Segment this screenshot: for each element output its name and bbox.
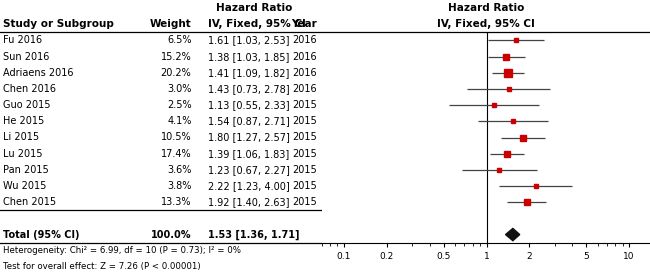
Text: Wu 2015: Wu 2015	[3, 181, 47, 191]
Text: 2016: 2016	[292, 84, 317, 94]
Text: Fu 2016: Fu 2016	[3, 35, 42, 45]
Text: Weight: Weight	[150, 19, 192, 29]
Text: 1.80 [1.27, 2.57]: 1.80 [1.27, 2.57]	[207, 133, 289, 142]
Text: 2016: 2016	[292, 35, 317, 45]
Text: Lu 2015: Lu 2015	[3, 149, 43, 159]
Text: 2.5%: 2.5%	[167, 100, 192, 110]
Text: Guo 2015: Guo 2015	[3, 100, 51, 110]
Text: 2015: 2015	[292, 197, 317, 207]
Text: 3.6%: 3.6%	[167, 165, 192, 175]
Text: 2015: 2015	[292, 165, 317, 175]
Text: 1.38 [1.03, 1.85]: 1.38 [1.03, 1.85]	[207, 52, 289, 62]
Text: 1.39 [1.06, 1.83]: 1.39 [1.06, 1.83]	[207, 149, 289, 159]
Text: 1.23 [0.67, 2.27]: 1.23 [0.67, 2.27]	[207, 165, 289, 175]
Text: Pan 2015: Pan 2015	[3, 165, 49, 175]
Text: 2015: 2015	[292, 181, 317, 191]
Text: 1.61 [1.03, 2.53]: 1.61 [1.03, 2.53]	[207, 35, 289, 45]
Text: 1.13 [0.55, 2.33]: 1.13 [0.55, 2.33]	[207, 100, 289, 110]
Text: 2.22 [1.23, 4.00]: 2.22 [1.23, 4.00]	[207, 181, 289, 191]
Text: Adriaens 2016: Adriaens 2016	[3, 68, 73, 78]
Text: 15.2%: 15.2%	[161, 52, 192, 62]
Text: Sun 2016: Sun 2016	[3, 52, 49, 62]
Text: 1.53 [1.36, 1.71]: 1.53 [1.36, 1.71]	[207, 229, 299, 240]
Text: 4.1%: 4.1%	[167, 116, 192, 126]
Text: 6.5%: 6.5%	[167, 35, 192, 45]
Text: 2016: 2016	[292, 52, 317, 62]
Text: Study or Subgroup: Study or Subgroup	[3, 19, 114, 29]
Text: Total (95% CI): Total (95% CI)	[3, 230, 80, 240]
Text: 1.54 [0.87, 2.71]: 1.54 [0.87, 2.71]	[207, 116, 289, 126]
Text: 2016: 2016	[292, 68, 317, 78]
Text: 13.3%: 13.3%	[161, 197, 192, 207]
Text: Heterogeneity: Chi² = 6.99, df = 10 (P = 0.73); I² = 0%: Heterogeneity: Chi² = 6.99, df = 10 (P =…	[3, 246, 241, 255]
Text: 2015: 2015	[292, 133, 317, 142]
Text: 2015: 2015	[292, 149, 317, 159]
Text: 2015: 2015	[292, 116, 317, 126]
Text: 1.43 [0.73, 2.78]: 1.43 [0.73, 2.78]	[207, 84, 289, 94]
Text: IV, Fixed, 95% CI: IV, Fixed, 95% CI	[207, 19, 306, 29]
Text: Li 2015: Li 2015	[3, 133, 40, 142]
Text: Hazard Ratio: Hazard Ratio	[448, 3, 524, 13]
Polygon shape	[506, 229, 520, 241]
Text: Chen 2015: Chen 2015	[3, 197, 57, 207]
Text: 100.0%: 100.0%	[151, 230, 192, 240]
Text: Test for overall effect: Z = 7.26 (P < 0.00001): Test for overall effect: Z = 7.26 (P < 0…	[3, 262, 201, 271]
Text: Hazard Ratio: Hazard Ratio	[216, 3, 292, 13]
Text: 1.41 [1.09, 1.82]: 1.41 [1.09, 1.82]	[207, 68, 289, 78]
Text: Year: Year	[291, 19, 317, 29]
Text: 17.4%: 17.4%	[161, 149, 192, 159]
Text: 3.8%: 3.8%	[167, 181, 192, 191]
Text: Chen 2016: Chen 2016	[3, 84, 56, 94]
Text: He 2015: He 2015	[3, 116, 44, 126]
Text: IV, Fixed, 95% CI: IV, Fixed, 95% CI	[437, 19, 535, 29]
Text: 2015: 2015	[292, 100, 317, 110]
Text: 20.2%: 20.2%	[161, 68, 192, 78]
Text: 10.5%: 10.5%	[161, 133, 192, 142]
Text: 3.0%: 3.0%	[167, 84, 192, 94]
Text: 1.92 [1.40, 2.63]: 1.92 [1.40, 2.63]	[207, 197, 289, 207]
